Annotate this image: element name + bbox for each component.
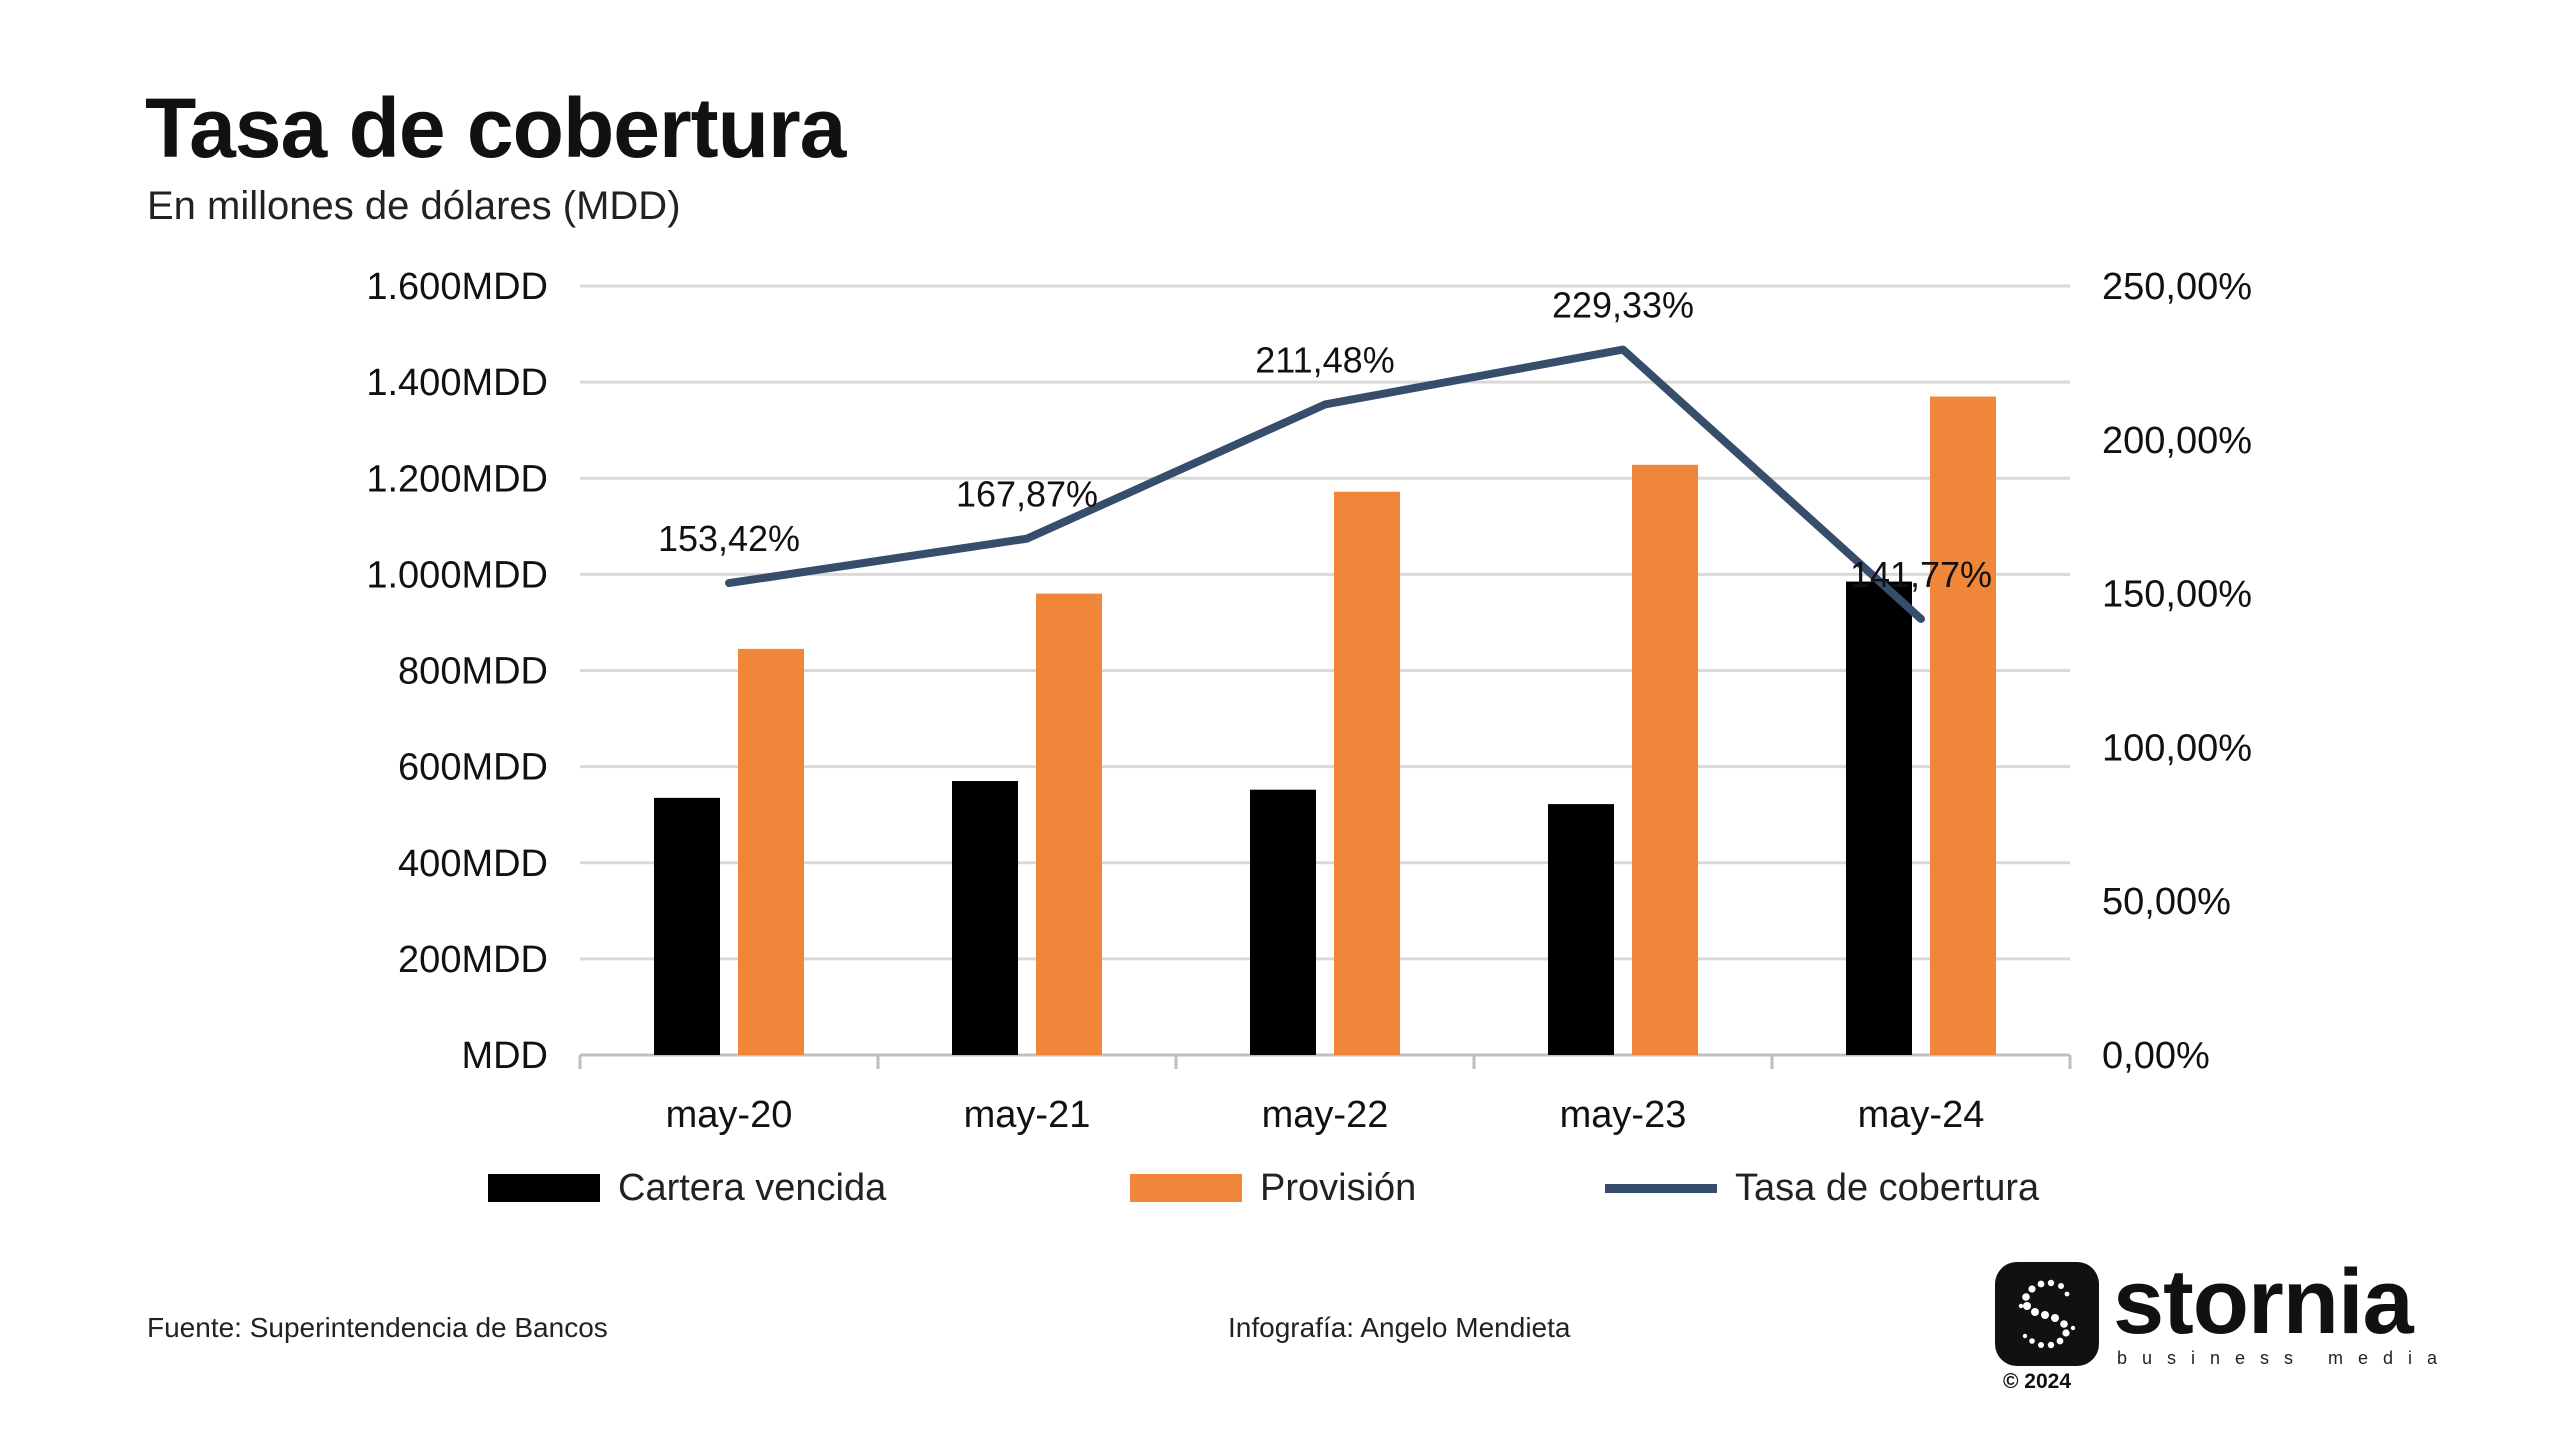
x-tick-label: may-21 [964, 1094, 1091, 1136]
bar-cartera-vencida [654, 797, 720, 1055]
x-tick-label: may-23 [1560, 1094, 1687, 1136]
y-right-tick-label: 150,00% [2102, 574, 2252, 616]
tasa-line-group [725, 345, 1925, 623]
legend-line-tasa [1605, 1183, 1717, 1193]
legend-item-cartera: Cartera vencida [488, 1160, 886, 1216]
source-note: Fuente: Superintendencia de Bancos [147, 1312, 608, 1343]
bar-provision [1334, 491, 1400, 1055]
bar-cartera-vencida [952, 781, 1018, 1055]
stornia-logo: stornia business media © 2024 [1995, 1256, 2455, 1393]
y-right-tick-label: 100,00% [2102, 727, 2252, 769]
legend-label-cartera: Cartera vencida [618, 1166, 887, 1209]
y-right-tick-label: 0,00% [2102, 1035, 2210, 1077]
tasa-point [1622, 348, 1624, 351]
legend-swatch-provision [1130, 1174, 1242, 1202]
credit-note: Infografía: Angelo Mendieta [1228, 1312, 1571, 1343]
stornia-logo-mark-icon [1995, 1262, 2099, 1366]
bar-cartera-vencida [1846, 581, 1912, 1055]
y-left-tick-label: 600MDD [398, 747, 548, 789]
tasa-data-label: 141,77% [1850, 554, 1992, 595]
y-left-tick-label: 1.000MDD [366, 554, 548, 596]
chart-title: Tasa de cobertura [145, 81, 846, 175]
bar-provision [1632, 464, 1698, 1056]
y-left-tick-label: 800MDD [398, 651, 548, 693]
legend-item-provision: Provisión [1130, 1160, 1416, 1216]
legend-item-tasa: Tasa de cobertura [1605, 1160, 2039, 1216]
stornia-wordmark: stornia [2113, 1251, 2414, 1353]
legend-label-tasa: Tasa de cobertura [1735, 1166, 2040, 1209]
x-tick-label: may-24 [1858, 1094, 1985, 1136]
y-right-tick-label: 50,00% [2102, 881, 2231, 923]
y-right-tick-label: 250,00% [2102, 266, 2252, 308]
legend-swatch-cartera [488, 1174, 600, 1202]
tasa-line [725, 345, 1925, 623]
bar-cartera-vencida [1250, 789, 1316, 1055]
y-left-tick-label: MDD [461, 1035, 548, 1077]
tasa-point [1920, 617, 1922, 620]
grid-lines [580, 284, 2070, 961]
y-left-tick-label: 200MDD [398, 939, 548, 981]
bars [654, 396, 1996, 1056]
y-left-tick-label: 400MDD [398, 843, 548, 885]
axes: MDD 200MDD 400MDD 600MDD 800MDD 1.000MDD 1.200… [366, 266, 2252, 1136]
bar-cartera-vencida [1548, 804, 1614, 1055]
chart-subtitle: En millones de dólares (MDD) [147, 184, 681, 228]
tasa-point [1324, 403, 1326, 406]
legend-label-provision: Provisión [1260, 1166, 1417, 1209]
copyright: © 2024 [2003, 1370, 2072, 1393]
tasa-data-label: 211,48% [1255, 339, 1394, 380]
tasa-data-label: 167,87% [956, 474, 1098, 515]
y-right-tick-label: 200,00% [2102, 420, 2252, 462]
x-tick-label: may-22 [1262, 1094, 1389, 1136]
combo-chart: MDD 200MDD 400MDD 600MDD 800MDD 1.000MDD 1.200… [366, 266, 2252, 1136]
tasa-data-label: 153,42% [658, 518, 800, 559]
stornia-tagline: business media [2117, 1348, 2453, 1368]
bar-provision [738, 648, 804, 1055]
data-labels: 153,42% 167,87% 211,48% 229,33% 141,77% [658, 285, 1992, 595]
y-left-tick-label: 1.600MDD [366, 266, 548, 308]
bar-provision [1036, 593, 1102, 1055]
tasa-point [1026, 537, 1028, 540]
x-tick-label: may-20 [666, 1094, 793, 1136]
y-left-tick-label: 1.200MDD [366, 458, 548, 500]
tasa-point [728, 582, 730, 585]
tasa-data-label: 229,33% [1552, 285, 1694, 326]
legend: Cartera vencida Provisión Tasa de cobert… [0, 1160, 2560, 1216]
y-left-tick-label: 1.400MDD [366, 362, 548, 404]
bar-provision [1930, 396, 1996, 1055]
